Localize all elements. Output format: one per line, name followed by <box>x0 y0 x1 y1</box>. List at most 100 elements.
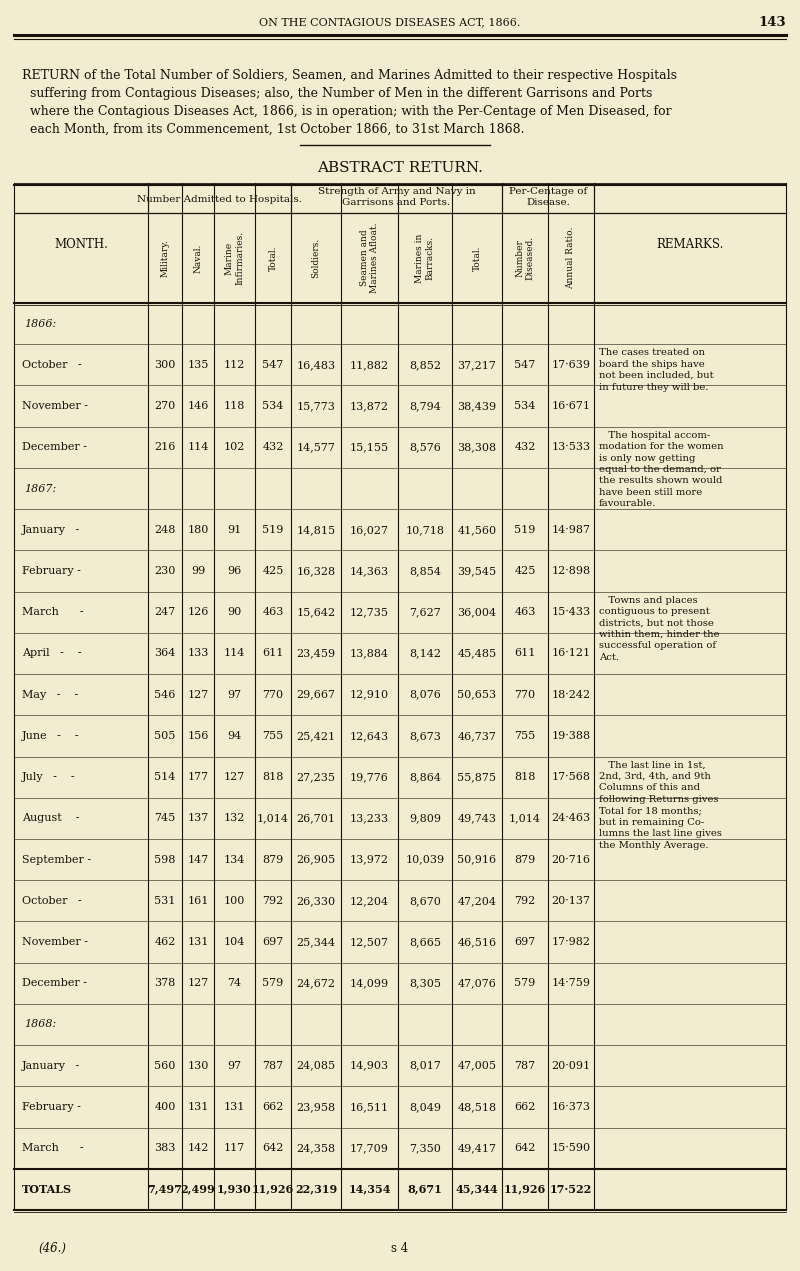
Text: ABSTRACT RETURN.: ABSTRACT RETURN. <box>317 161 483 175</box>
Text: The last line in 1st,
2nd, 3rd, 4th, and 9th
Columns of this and
following Retur: The last line in 1st, 2nd, 3rd, 4th, and… <box>599 760 722 849</box>
Text: 131: 131 <box>187 1102 209 1112</box>
Text: 16·121: 16·121 <box>551 648 590 658</box>
Text: 26,330: 26,330 <box>297 896 335 906</box>
Text: 94: 94 <box>227 731 242 741</box>
Text: 19·388: 19·388 <box>551 731 590 741</box>
Text: 8,671: 8,671 <box>408 1183 442 1195</box>
Text: 36,004: 36,004 <box>458 608 497 618</box>
Text: 755: 755 <box>262 731 284 741</box>
Text: 642: 642 <box>514 1143 536 1153</box>
Text: 18·242: 18·242 <box>551 690 590 699</box>
Text: 177: 177 <box>187 771 209 782</box>
Text: 127: 127 <box>224 771 245 782</box>
Text: 534: 534 <box>514 402 536 411</box>
Text: Naval.: Naval. <box>194 243 202 273</box>
Text: 300: 300 <box>154 360 176 370</box>
Text: 127: 127 <box>187 690 209 699</box>
Text: 74: 74 <box>227 979 242 989</box>
Text: 400: 400 <box>154 1102 176 1112</box>
Text: October   -: October - <box>22 896 82 906</box>
Text: RETURN of the Total Number of Soldiers, Seamen, and Marines Admitted to their re: RETURN of the Total Number of Soldiers, … <box>22 69 677 81</box>
Text: 46,737: 46,737 <box>458 731 497 741</box>
Text: September -: September - <box>22 854 91 864</box>
Text: 8,854: 8,854 <box>409 566 441 576</box>
Text: 17·522: 17·522 <box>550 1183 592 1195</box>
Text: 12·898: 12·898 <box>551 566 590 576</box>
Text: March      -: March - <box>22 1143 84 1153</box>
Text: 14·987: 14·987 <box>551 525 590 535</box>
Text: 662: 662 <box>262 1102 284 1112</box>
Text: 216: 216 <box>154 442 176 452</box>
Text: 547: 547 <box>262 360 284 370</box>
Text: 247: 247 <box>154 608 176 618</box>
Text: 22,319: 22,319 <box>295 1183 337 1195</box>
Text: December -: December - <box>22 979 87 989</box>
Text: 8,852: 8,852 <box>409 360 441 370</box>
Text: 118: 118 <box>224 402 245 411</box>
Text: 15·590: 15·590 <box>551 1143 590 1153</box>
Text: 146: 146 <box>187 402 209 411</box>
Text: 17·639: 17·639 <box>551 360 590 370</box>
Text: 697: 697 <box>514 937 536 947</box>
Text: 16·671: 16·671 <box>551 402 590 411</box>
Text: November -: November - <box>22 402 88 411</box>
Text: (46.): (46.) <box>38 1242 66 1254</box>
Text: 611: 611 <box>514 648 536 658</box>
Text: where the Contagious Diseases Act, 1866, is in operation; with the Per-Centage o: where the Contagious Diseases Act, 1866,… <box>22 104 672 117</box>
Text: 161: 161 <box>187 896 209 906</box>
Text: 26,701: 26,701 <box>297 813 335 824</box>
Text: 90: 90 <box>227 608 242 618</box>
Text: 8,142: 8,142 <box>409 648 441 658</box>
Text: 97: 97 <box>227 1061 242 1070</box>
Text: 20·716: 20·716 <box>551 854 590 864</box>
Text: 24·463: 24·463 <box>551 813 590 824</box>
Text: 697: 697 <box>262 937 284 947</box>
Text: 579: 579 <box>514 979 536 989</box>
Text: 14,363: 14,363 <box>350 566 389 576</box>
Text: 364: 364 <box>154 648 176 658</box>
Text: 10,039: 10,039 <box>406 854 445 864</box>
Text: Towns and places
contiguous to present
districts, but not those
within them, hin: Towns and places contiguous to present d… <box>599 596 720 662</box>
Text: 117: 117 <box>224 1143 245 1153</box>
Text: MONTH.: MONTH. <box>54 238 108 250</box>
Text: 463: 463 <box>514 608 536 618</box>
Text: 7,627: 7,627 <box>409 608 441 618</box>
Text: 15·433: 15·433 <box>551 608 590 618</box>
Text: November -: November - <box>22 937 88 947</box>
Text: 134: 134 <box>224 854 245 864</box>
Text: 579: 579 <box>262 979 284 989</box>
Text: 8,665: 8,665 <box>409 937 441 947</box>
Text: 7,497: 7,497 <box>147 1183 182 1195</box>
Text: 642: 642 <box>262 1143 284 1153</box>
Text: 47,204: 47,204 <box>458 896 497 906</box>
Text: 1,014: 1,014 <box>509 813 541 824</box>
Text: 23,459: 23,459 <box>297 648 335 658</box>
Text: 270: 270 <box>154 402 176 411</box>
Text: 50,653: 50,653 <box>458 690 497 699</box>
Text: 560: 560 <box>154 1061 176 1070</box>
Text: 1868:: 1868: <box>24 1019 56 1030</box>
Text: Marine
Infirmaries.: Marine Infirmaries. <box>225 231 244 285</box>
Text: 133: 133 <box>187 648 209 658</box>
Text: October   -: October - <box>22 360 82 370</box>
Text: 598: 598 <box>154 854 176 864</box>
Text: 135: 135 <box>187 360 209 370</box>
Text: 10,718: 10,718 <box>406 525 445 535</box>
Text: suffering from Contagious Diseases; also, the Number of Men in the different Gar: suffering from Contagious Diseases; also… <box>22 86 652 99</box>
Text: 14,903: 14,903 <box>350 1061 389 1070</box>
Text: 1867:: 1867: <box>24 483 56 493</box>
Text: 514: 514 <box>154 771 176 782</box>
Text: 8,673: 8,673 <box>409 731 441 741</box>
Text: February -: February - <box>22 566 81 576</box>
Text: 792: 792 <box>262 896 284 906</box>
Text: 16,483: 16,483 <box>297 360 335 370</box>
Text: 137: 137 <box>187 813 209 824</box>
Text: 463: 463 <box>262 608 284 618</box>
Text: 2,499: 2,499 <box>181 1183 215 1195</box>
Text: Per-Centage of
Disease.: Per-Centage of Disease. <box>509 187 587 207</box>
Text: 11,882: 11,882 <box>350 360 389 370</box>
Text: 14·759: 14·759 <box>551 979 590 989</box>
Text: 15,155: 15,155 <box>350 442 389 452</box>
Text: 12,735: 12,735 <box>350 608 389 618</box>
Text: 546: 546 <box>154 690 176 699</box>
